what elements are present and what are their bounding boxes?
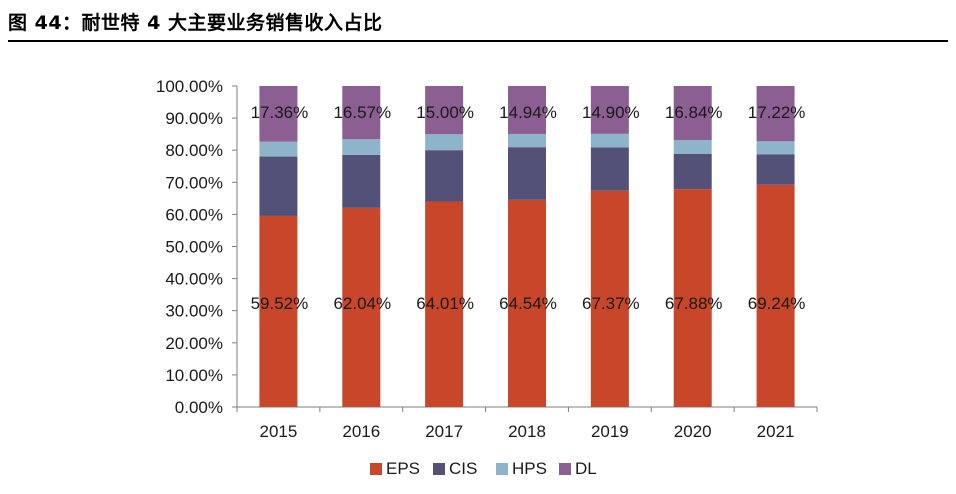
eps-data-label: 59.52% (251, 294, 309, 313)
bar-hps-2021 (756, 141, 795, 155)
x-tick-label: 2017 (425, 422, 463, 441)
bar-eps-2019 (590, 190, 629, 407)
bar-hps-2018 (508, 133, 546, 148)
y-tick-label: 40.00% (165, 270, 223, 289)
bar-cis-2018 (508, 147, 546, 200)
bar-eps-2018 (508, 199, 546, 407)
figure-title: 图 44：耐世特 4 大主要业务销售收入占比 (8, 12, 383, 34)
bar-eps-2015 (259, 215, 298, 407)
bar-cis-2016 (342, 154, 381, 208)
bar-hps-2017 (425, 134, 464, 151)
bar-cis-2019 (590, 147, 629, 191)
eps-data-label: 67.37% (582, 294, 640, 313)
dl-data-label: 17.36% (251, 103, 309, 122)
y-tick-label: 20.00% (165, 334, 223, 353)
legend-label-eps: EPS (386, 459, 420, 478)
legend-label-hps: HPS (512, 459, 547, 478)
bar-cis-2015 (259, 156, 298, 216)
bar-dl-2021 (756, 86, 795, 142)
bar-dl-2019 (590, 86, 629, 134)
legend-swatch-eps (370, 463, 382, 475)
y-tick-label: 0.00% (175, 398, 223, 417)
y-tick-label: 80.00% (165, 141, 223, 160)
y-tick-label: 10.00% (165, 366, 223, 385)
y-tick-label: 50.00% (165, 238, 223, 257)
bar-dl-2020 (673, 86, 712, 141)
y-tick-label: 60.00% (165, 205, 223, 224)
bar-hps-2019 (590, 133, 629, 148)
bar-cis-2021 (756, 154, 795, 185)
bar-eps-2017 (425, 201, 464, 407)
bar-eps-2020 (673, 189, 712, 407)
bar-hps-2016 (342, 139, 381, 155)
bar-cis-2020 (673, 153, 712, 190)
bar-dl-2016 (342, 86, 381, 140)
x-tick-label: 2015 (260, 422, 298, 441)
bar-dl-2018 (508, 86, 546, 134)
y-tick-label: 100.00% (156, 77, 223, 96)
bar-dl-2015 (259, 86, 298, 142)
dl-data-label: 16.57% (333, 103, 391, 122)
legend-label-dl: DL (575, 459, 597, 478)
legend-label-cis: CIS (449, 459, 477, 478)
legend-swatch-hps (496, 463, 508, 475)
dl-data-label: 14.90% (582, 103, 640, 122)
eps-data-label: 64.54% (499, 294, 557, 313)
bar-hps-2015 (259, 141, 298, 157)
eps-data-label: 67.88% (665, 294, 723, 313)
eps-data-label: 62.04% (333, 294, 391, 313)
title-divider (8, 40, 948, 42)
y-tick-label: 70.00% (165, 173, 223, 192)
chart-legend: EPS CIS HPS DL (370, 459, 597, 478)
x-tick-label: 2019 (591, 422, 629, 441)
bar-hps-2020 (673, 140, 712, 154)
y-tick-label: 90.00% (165, 109, 223, 128)
x-tick-label: 2021 (757, 422, 795, 441)
dl-data-label: 16.84% (665, 103, 723, 122)
bar-cis-2017 (425, 150, 464, 202)
y-tick-label: 30.00% (165, 302, 223, 321)
bar-dl-2017 (425, 86, 464, 135)
dl-data-label: 14.94% (499, 103, 557, 122)
eps-data-label: 69.24% (748, 294, 806, 313)
chart-bars (259, 86, 795, 407)
x-tick-label: 2018 (508, 422, 546, 441)
legend-swatch-dl (559, 463, 571, 475)
x-tick-label: 2020 (674, 422, 712, 441)
chart-axes: 0.00% 10.00% 20.00% 30.00% 40.00% 50.00% 60.00… (156, 77, 818, 441)
bar-eps-2016 (342, 207, 381, 407)
bar-eps-2021 (756, 184, 795, 407)
dl-data-label: 15.00% (416, 103, 474, 122)
x-tick-label: 2016 (342, 422, 380, 441)
dl-data-label: 17.22% (748, 103, 806, 122)
legend-swatch-cis (433, 463, 445, 475)
data-labels: 59.52% 17.36% 62.04% 16.57% 64.01% 15.00% 64.5… (251, 103, 806, 313)
eps-data-label: 64.01% (416, 294, 474, 313)
